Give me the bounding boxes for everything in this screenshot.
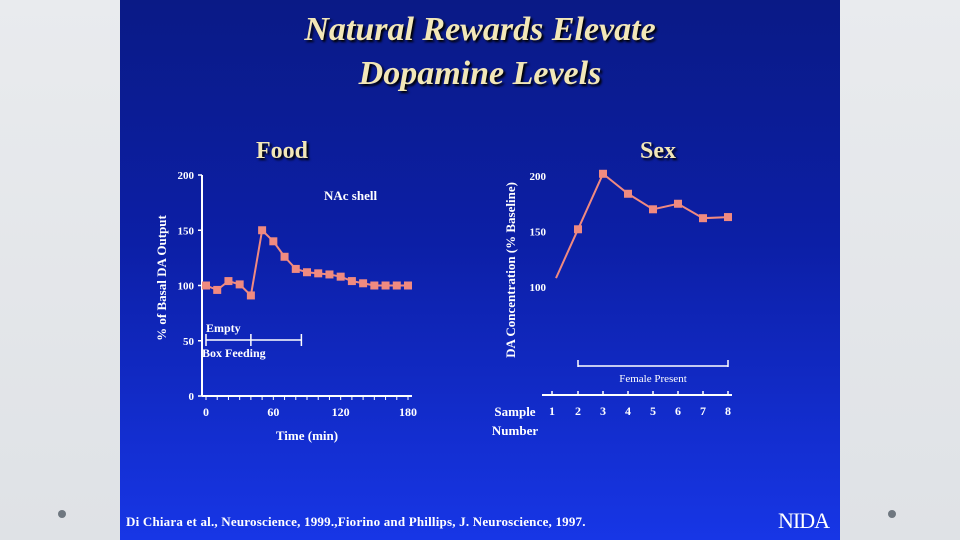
slide-title: Natural Rewards Elevate Dopamine Levels [120,8,840,96]
food-data-point [303,268,311,277]
sex-x-tick-label: 1 [549,404,555,418]
food-data-point [404,281,412,290]
food-x-axis-label: Time (min) [276,428,338,443]
food-data-point [291,264,300,273]
food-phase-label-feeding: Box Feeding [202,346,266,360]
sex-y-tick-label: 200 [530,171,547,183]
food-data-point [280,252,289,261]
food-x-tick-label: 60 [267,405,279,419]
food-data-point [381,281,390,290]
sex-y-tick-label: 100 [530,282,547,294]
food-data-point [235,280,244,289]
sex-x-tick-label: 8 [725,404,731,418]
food-annotation: NAc shell [324,188,377,203]
food-y-tick-label: 50 [183,336,195,348]
food-data-point [347,277,356,286]
food-y-tick-label: 100 [178,281,195,293]
sex-data-point [649,205,657,214]
sex-data-point [724,213,732,222]
food-data-point [246,291,255,300]
food-data-point [258,226,267,235]
food-y-axis-label: % of Basal DA Output [154,214,169,340]
food-x-tick-label: 120 [332,405,350,419]
food-data-point [314,269,323,278]
sex-data-point [699,214,707,223]
sex-data-point [599,169,607,178]
citation-footer: Di Chiara et al., Neuroscience, 1999.,Fi… [126,514,586,529]
sex-data-point [574,225,582,234]
title-line-2: Dopamine Levels [358,55,602,92]
sex-y-tick-label: 150 [530,227,547,239]
sex-data-point [624,189,632,198]
food-data-point [325,270,334,279]
nida-logo: NIDA [778,508,830,533]
food-data-point [370,281,379,290]
food-data-point [202,281,210,290]
charts-canvas: 0 50 100 150 200 0 60 120 180 Time (min) % of Basa… [154,169,732,443]
food-y-tick-label: 200 [178,170,195,182]
food-data-point [224,277,233,286]
food-data-point [213,285,222,294]
sex-x-axis-label-line2: Number [492,423,538,438]
sex-x-tick-label: 3 [600,404,606,418]
food-data-point [269,237,278,246]
title-line-1: Natural Rewards Elevate [304,11,656,48]
food-x-tick-label: 0 [203,405,209,419]
sex-x-tick-label: 2 [575,404,581,418]
sex-series-line [555,172,729,279]
food-phase-label-empty: Empty [206,321,241,335]
food-x-tick-label: 180 [399,405,417,419]
sex-bracket-label: Female Present [619,373,687,385]
sex-x-tick-label: 7 [700,404,706,418]
slide: Natural Rewards Elevate Dopamine Levels … [120,0,840,540]
sex-x-axis-label-line1: Sample [494,404,535,419]
food-data-point [336,272,345,281]
nav-dot-right [888,510,896,518]
food-y-tick-label: 0 [189,391,195,403]
food-panel-title: Food [256,138,309,164]
sex-y-axis-label: DA Concentration (% Baseline) [503,182,518,358]
sex-x-tick-label: 5 [650,404,656,418]
food-data-point [392,281,401,290]
sex-panel-title: Sex [640,138,676,164]
food-data-point [359,279,368,288]
sex-data-point [674,199,682,208]
nav-dot-left [58,510,66,518]
food-y-tick-label: 150 [178,225,195,237]
sex-x-tick-label: 6 [675,404,681,418]
sex-x-tick-label: 4 [625,404,631,418]
